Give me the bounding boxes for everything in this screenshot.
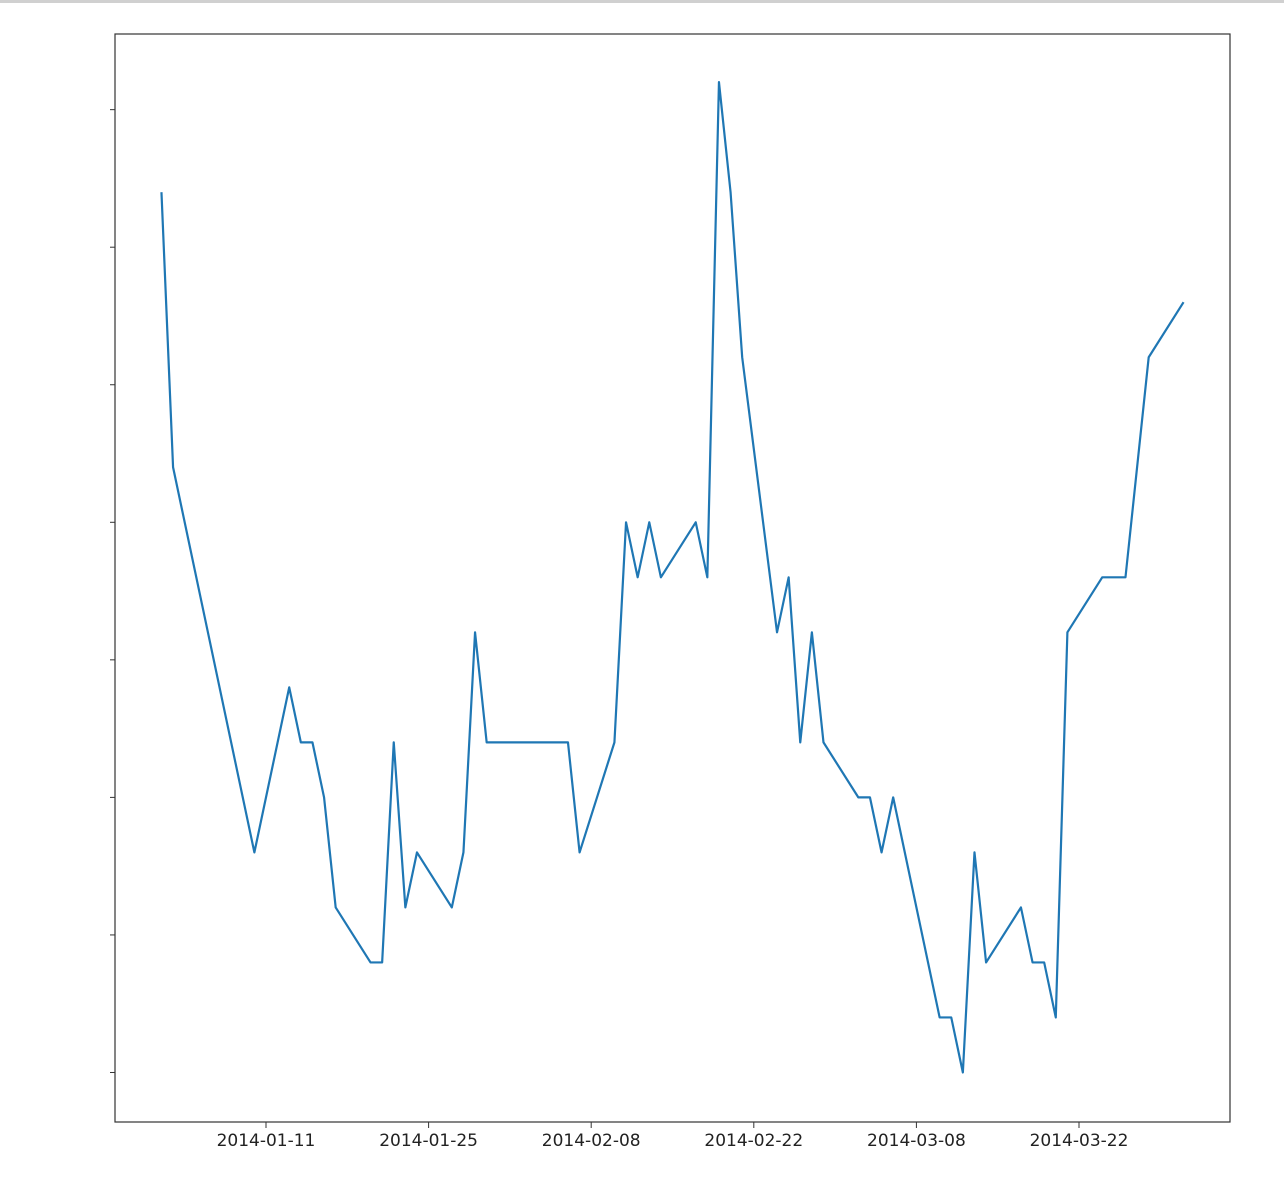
x-tick-label: 2014-02-22 xyxy=(704,1131,803,1151)
plot-frame xyxy=(114,33,1231,1123)
x-tick-label: 2014-01-11 xyxy=(217,1131,316,1151)
x-tick-label: 2014-03-08 xyxy=(867,1131,966,1151)
x-tick-label: 2014-03-22 xyxy=(1030,1131,1129,1151)
x-tick-label: 2014-02-08 xyxy=(542,1131,641,1151)
line xyxy=(160,81,1185,1074)
x-tick-label: 2014-01-25 xyxy=(379,1131,478,1151)
